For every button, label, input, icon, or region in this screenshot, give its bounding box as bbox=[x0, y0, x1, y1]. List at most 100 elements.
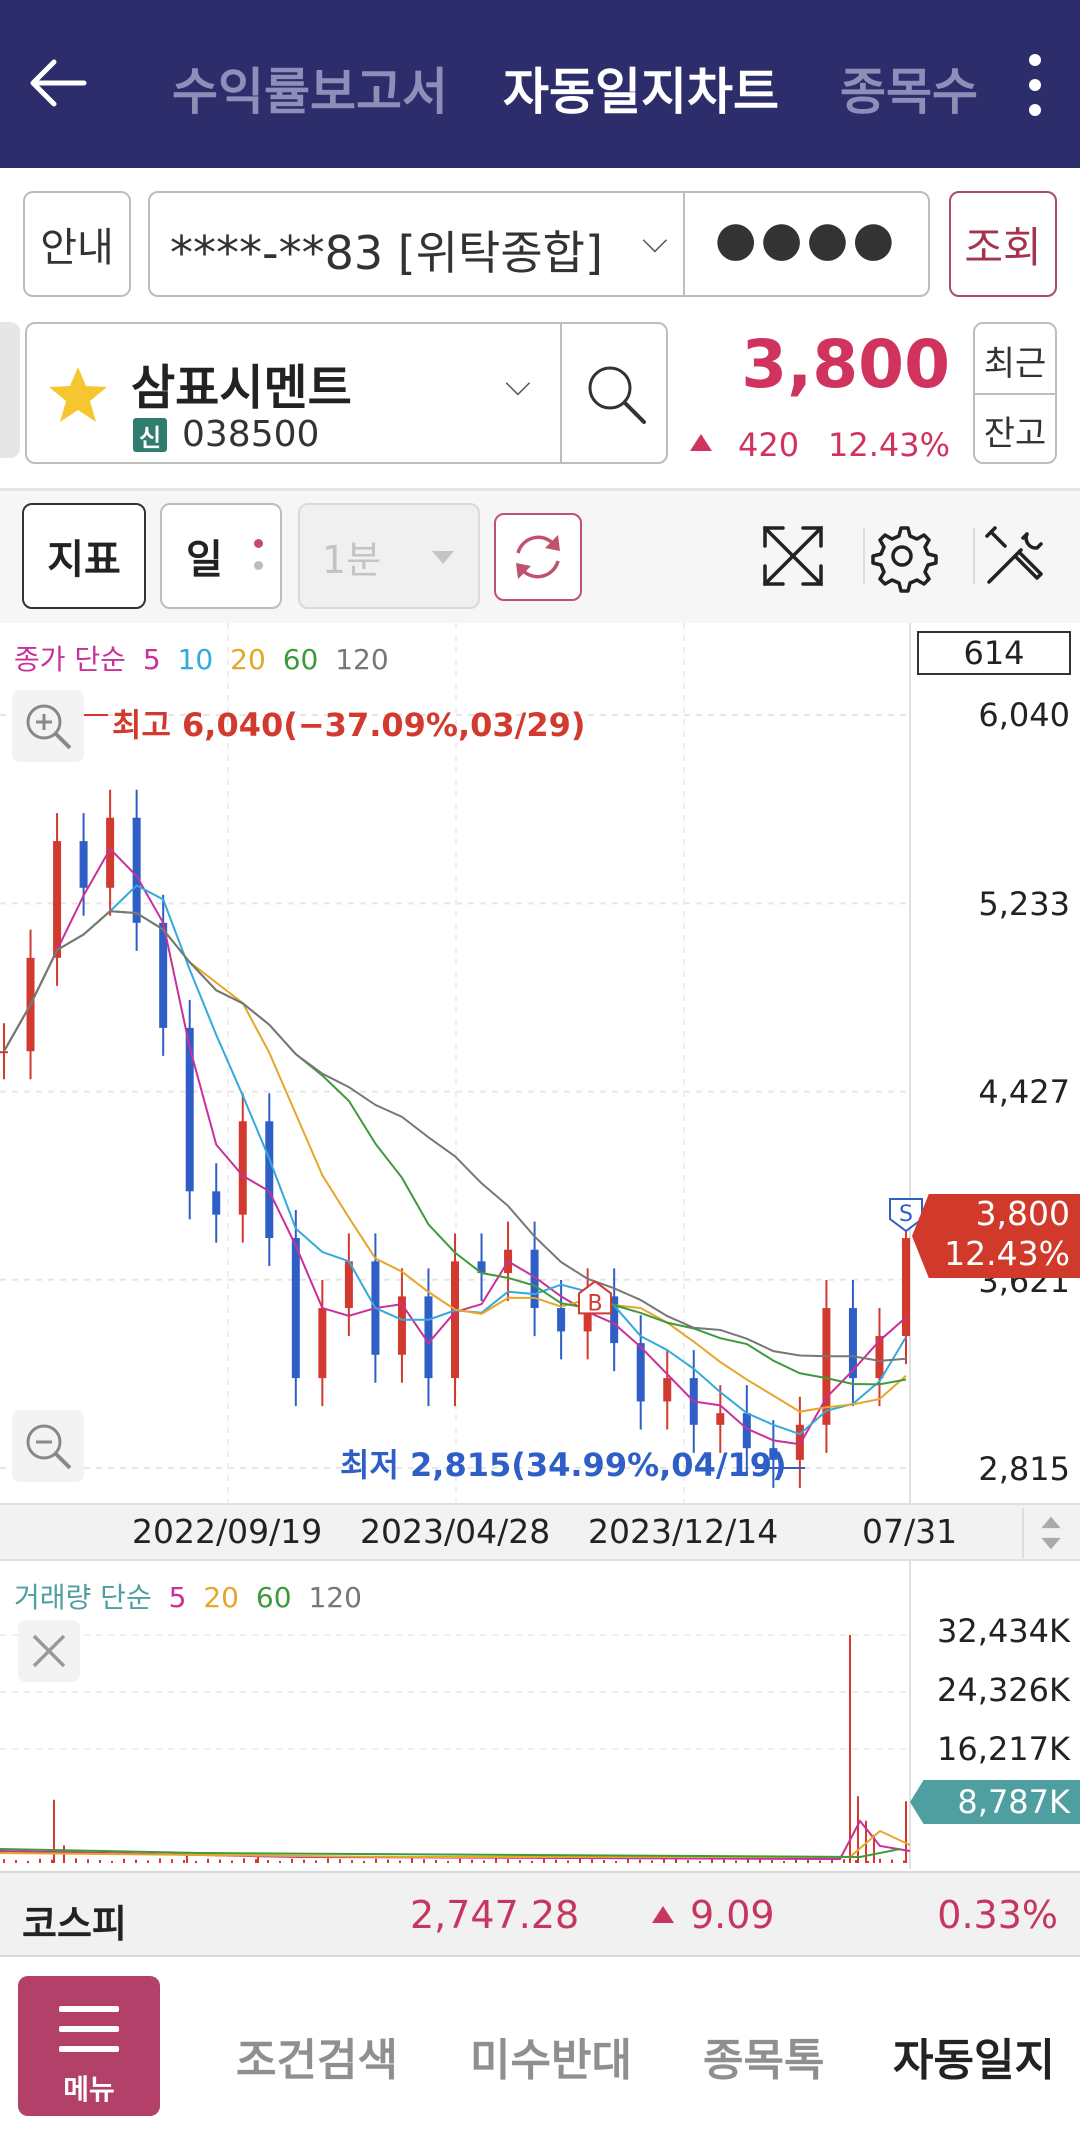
candle-body bbox=[451, 1261, 459, 1379]
favorite-star-icon[interactable] bbox=[47, 364, 109, 426]
moving-average-line bbox=[3, 847, 907, 1446]
volume-chart[interactable] bbox=[0, 1561, 1080, 1869]
candle-body bbox=[318, 1308, 327, 1379]
candle-body bbox=[397, 1296, 406, 1355]
refresh-icon bbox=[516, 535, 560, 579]
fullscreen-icon[interactable] bbox=[753, 516, 833, 596]
candle-body bbox=[0, 1051, 8, 1054]
high-annotation: 최고 6,040(−37.09%,03/29) bbox=[112, 706, 586, 744]
moving-average-line bbox=[3, 910, 907, 1362]
candle-body bbox=[636, 1343, 645, 1402]
close-volume-button[interactable] bbox=[18, 1620, 80, 1682]
change-percent: 12.43% bbox=[827, 426, 950, 464]
query-button[interactable]: 조회 bbox=[949, 191, 1057, 297]
candle-body bbox=[344, 1261, 353, 1309]
menu-button[interactable]: 메뉴 bbox=[18, 1976, 160, 2116]
y-tick: 5,233 bbox=[978, 885, 1070, 923]
candle-body bbox=[238, 1121, 247, 1215]
stock-code: 038500 bbox=[182, 414, 320, 455]
period-label: 일 bbox=[186, 537, 223, 583]
stock-selector[interactable]: 삼표시멘트 신 038500 ⌵ bbox=[25, 322, 668, 464]
account-number: ****-**83 [위탁종합] bbox=[170, 226, 603, 280]
kospi-ticker[interactable]: 코스피 2,747.28 9.09 0.33% bbox=[0, 1871, 1080, 1957]
legend-ma20: 20 bbox=[230, 643, 266, 676]
low-annotation: 최저 2,815(34.99%,04/19) bbox=[340, 1446, 787, 1484]
buy-marker: B bbox=[578, 1280, 612, 1316]
price-chart[interactable]: BS bbox=[0, 623, 1080, 1503]
candle-body bbox=[822, 1308, 831, 1425]
period-dots-icon bbox=[254, 535, 264, 581]
account-selector[interactable]: ****-**83 [위탁종합] ⌵ ●●●● bbox=[148, 191, 930, 297]
side-drawer-handle[interactable] bbox=[0, 322, 20, 458]
kospi-change-pct: 0.33% bbox=[937, 1893, 1058, 1937]
search-icon[interactable] bbox=[582, 360, 652, 430]
divider bbox=[560, 324, 562, 462]
x-tick: 2023/12/14 bbox=[588, 1512, 779, 1551]
zoom-out-button[interactable] bbox=[12, 1410, 84, 1482]
legend-ma10: 10 bbox=[177, 643, 214, 676]
minute-label: 1분 bbox=[322, 537, 382, 582]
settings-gear-icon[interactable] bbox=[862, 516, 942, 596]
credit-badge: 신 bbox=[133, 418, 167, 452]
candle-body bbox=[159, 922, 168, 1028]
up-triangle-icon bbox=[652, 1906, 674, 1923]
stock-name: 삼표시멘트 bbox=[131, 360, 352, 416]
candle-body bbox=[265, 1121, 274, 1239]
candle-body bbox=[53, 841, 62, 958]
indicator-button[interactable]: 지표 bbox=[22, 503, 146, 609]
candle-body bbox=[742, 1413, 751, 1449]
tools-icon[interactable] bbox=[975, 516, 1055, 596]
chevron-down-icon[interactable]: ⌵ bbox=[505, 364, 531, 404]
ma-legend: 종가 단순 5 10 20 60 120 bbox=[14, 638, 397, 678]
candle-body bbox=[716, 1413, 725, 1425]
nav-condition-search[interactable]: 조건검색 bbox=[236, 2035, 398, 2086]
candle-body bbox=[106, 817, 115, 888]
candle-body bbox=[477, 1261, 486, 1274]
y-tick: 4,427 bbox=[978, 1073, 1070, 1111]
candle-body bbox=[185, 1027, 194, 1192]
legend-prefix: 종가 단순 bbox=[14, 643, 126, 676]
zoom-in-button[interactable] bbox=[12, 690, 84, 762]
price-tag-value: 3,800 bbox=[975, 1194, 1070, 1233]
bottom-nav bbox=[0, 1957, 1080, 2136]
recent-button[interactable]: 최근 bbox=[983, 344, 1047, 384]
divider bbox=[973, 528, 975, 584]
volume-chart-panel[interactable] bbox=[0, 1561, 1080, 1869]
volume-legend-prefix: 거래량 단순 bbox=[14, 1581, 152, 1614]
volume-ma120: 120 bbox=[308, 1581, 362, 1614]
tab-stock-count[interactable]: 종목수 bbox=[840, 63, 978, 121]
nav-unpaid-opposition[interactable]: 미수반대 bbox=[470, 2035, 632, 2086]
top-bar: 수익률보고서 자동일지차트 종목수 bbox=[0, 0, 1080, 168]
candle-body bbox=[530, 1249, 539, 1309]
balance-button[interactable]: 잔고 bbox=[983, 414, 1047, 454]
candle-body bbox=[902, 1238, 910, 1337]
refresh-button[interactable] bbox=[494, 513, 582, 601]
candle-count[interactable]: 614 bbox=[917, 631, 1071, 675]
y-tick: 6,040 bbox=[978, 696, 1070, 734]
volume-y-tick: 32,434K bbox=[937, 1612, 1070, 1650]
volume-ma60: 60 bbox=[255, 1581, 292, 1614]
tab-return-report[interactable]: 수익률보고서 bbox=[172, 63, 448, 121]
sell-marker-label: S bbox=[899, 1202, 913, 1227]
back-arrow-icon[interactable] bbox=[24, 48, 94, 118]
volume-ma-line bbox=[0, 1819, 911, 1861]
legend-ma60: 60 bbox=[282, 643, 319, 676]
info-button[interactable]: 안내 bbox=[23, 191, 131, 297]
candle-body bbox=[875, 1336, 884, 1379]
period-daily-button[interactable]: 일 bbox=[160, 503, 282, 609]
nav-stock-talk[interactable]: 종목톡 bbox=[703, 2035, 825, 2086]
nav-auto-journal[interactable]: 자동일지 bbox=[893, 2035, 1055, 2086]
current-volume-tag: 8,787K bbox=[910, 1780, 1080, 1824]
kospi-change: 9.09 bbox=[690, 1893, 775, 1937]
tab-auto-journal-chart[interactable]: 자동일지차트 bbox=[503, 63, 779, 121]
more-menu-icon[interactable] bbox=[1020, 50, 1050, 120]
recent-balance-toggle[interactable]: 최근 잔고 bbox=[973, 322, 1057, 464]
y-tick: 2,815 bbox=[978, 1450, 1070, 1488]
x-axis-bar[interactable] bbox=[0, 1503, 1080, 1561]
scroll-updown-icon[interactable] bbox=[1022, 1508, 1078, 1558]
password-field[interactable]: ●●●● bbox=[714, 211, 899, 267]
divider bbox=[683, 193, 685, 295]
candle-body bbox=[291, 1238, 300, 1379]
volume-legend: 거래량 단순 5 20 60 120 bbox=[14, 1576, 370, 1616]
